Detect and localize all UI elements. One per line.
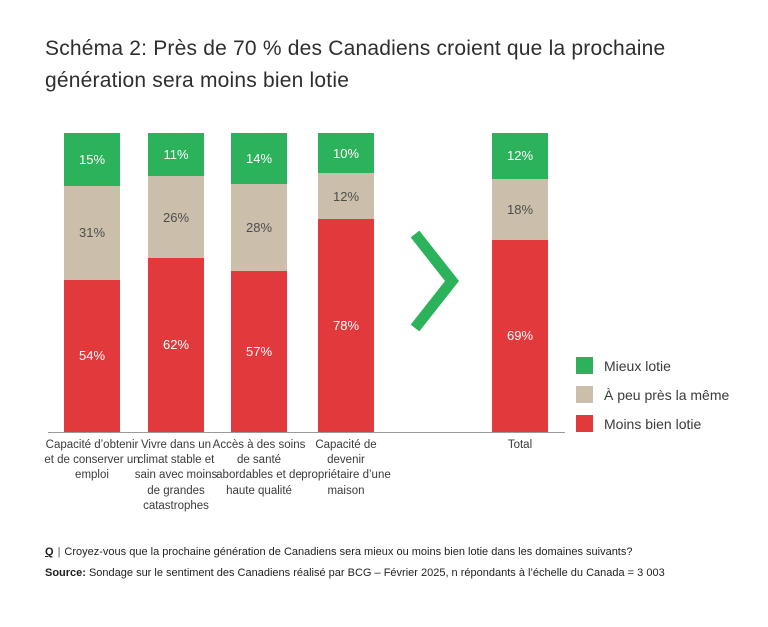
- legend-item-mieux-lotie: Mieux lotie: [576, 357, 729, 374]
- chart-title: Schéma 2: Près de 70 % des Canadiens cro…: [45, 37, 666, 92]
- question-text: Croyez-vous que la prochaine génération …: [64, 546, 633, 558]
- segment-value-label: 14%: [245, 150, 273, 166]
- legend-swatch-red: [576, 415, 593, 432]
- segment-value-label: 26%: [162, 209, 190, 225]
- legend-label: Mieux lotie: [604, 357, 671, 374]
- x-axis-line: [48, 432, 565, 433]
- bar-segment: 31%: [64, 186, 120, 280]
- bar-segment: 62%: [148, 257, 204, 432]
- segment-value-label: 62%: [162, 337, 190, 353]
- stacked-bar-total: 12% 18% 69%: [492, 133, 548, 432]
- source-label: Source:: [45, 567, 86, 579]
- segment-value-label: 11%: [163, 147, 189, 163]
- segment-value-label: 31%: [78, 225, 106, 241]
- segment-value-label: 12%: [332, 188, 360, 204]
- stacked-bar-emploi: 15% 31% 54%: [64, 133, 120, 432]
- chevron-right-icon: [410, 230, 459, 332]
- legend-item-a-peu-pres-la-meme: À peu près la même: [576, 386, 729, 403]
- legend-label: Moins bien lotie: [604, 415, 702, 432]
- legend-item-moins-bien-lotie: Moins bien lotie: [576, 415, 729, 432]
- segment-value-label: 78%: [332, 317, 360, 333]
- segment-value-label: 18%: [506, 201, 534, 217]
- stacked-bar-climat: 11% 26% 62%: [148, 133, 204, 432]
- bar-segment: 69%: [492, 239, 548, 432]
- question-footnote: Q | Croyez-vous que la prochaine génératio…: [45, 546, 745, 558]
- category-label-climat: Vivre dans un climat stable et sain avec…: [134, 439, 218, 512]
- segment-value-label: 69%: [506, 328, 534, 344]
- bar-segment: 26%: [148, 176, 204, 258]
- segment-value-label: 57%: [245, 343, 273, 359]
- bar-segment: 15%: [64, 133, 120, 187]
- segment-value-label: 54%: [78, 348, 106, 364]
- bar-segment: 14%: [231, 133, 287, 184]
- category-label-maison: Capacité de devenir propriétaire d’une m…: [301, 439, 391, 497]
- bar-segment: 11%: [148, 133, 204, 177]
- bar-segment: 28%: [231, 183, 287, 271]
- question-label: Q: [45, 546, 54, 558]
- segment-value-label: 28%: [245, 219, 273, 235]
- legend: Mieux lotie À peu près la même Moins bie…: [576, 357, 729, 444]
- segment-value-label: 10%: [332, 145, 360, 161]
- bar-segment: 54%: [64, 279, 120, 432]
- bar-segment: 78%: [318, 218, 374, 433]
- legend-label: À peu près la même: [604, 386, 730, 403]
- bar-segment: 10%: [318, 133, 374, 174]
- stacked-bar-maison: 10% 12% 78%: [318, 133, 374, 433]
- source-footnote: Source: Sondage sur le sentiment des Cana…: [45, 567, 745, 579]
- stacked-bar-sante: 14% 28% 57%: [231, 133, 287, 433]
- legend-swatch-green: [576, 357, 593, 374]
- category-label-emploi: Capacité d’obtenir et de conserver un em…: [44, 439, 140, 482]
- footnote-separator: |: [57, 546, 61, 558]
- segment-value-label: 12%: [506, 148, 534, 164]
- category-label-total: Total: [507, 439, 533, 451]
- bar-segment: 57%: [231, 270, 287, 433]
- bar-segment: 12%: [492, 133, 548, 179]
- bar-segment: 18%: [492, 178, 548, 240]
- category-label-sante: Accès à des soins de santé abordables et…: [212, 439, 306, 497]
- source-text: Sondage sur le sentiment des Canadiens r…: [88, 567, 665, 579]
- bar-segment: 12%: [318, 173, 374, 219]
- legend-swatch-beige: [576, 386, 593, 403]
- segment-value-label: 15%: [78, 152, 106, 168]
